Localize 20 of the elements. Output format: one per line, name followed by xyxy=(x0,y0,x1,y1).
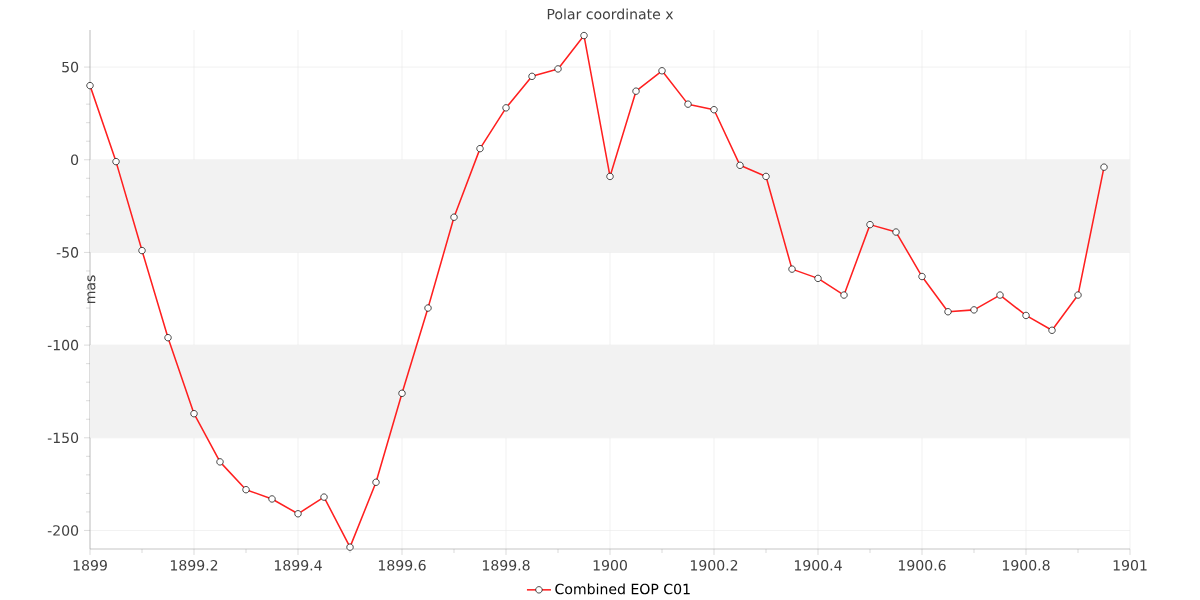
x-tick-label: 1899.2 xyxy=(170,559,218,571)
y-tick-label: -50 xyxy=(56,247,79,258)
y-axis-title: mas xyxy=(87,275,96,304)
y-tick-label: -150 xyxy=(47,432,79,444)
y-tick-label: -200 xyxy=(47,525,79,536)
x-tick-label: 1900.4 xyxy=(794,559,842,571)
x-tick-label: 1900.8 xyxy=(1002,559,1050,571)
x-tick-label: 1899 xyxy=(73,559,107,571)
y-tick-label: 50 xyxy=(62,61,79,73)
x-tick-label: 1901 xyxy=(1113,559,1147,571)
chart-title: Polar coordinate x xyxy=(547,8,674,20)
x-tick-label: 1899.8 xyxy=(482,559,530,571)
y-tick-label: 0 xyxy=(71,154,79,166)
x-tick-label: 1900 xyxy=(593,559,627,571)
legend-label: Combined EOP C01 xyxy=(555,583,690,595)
x-tick-label: 1899.4 xyxy=(274,559,322,571)
x-tick-label: 1899.6 xyxy=(378,559,426,571)
x-tick-label: 1900.6 xyxy=(898,559,946,571)
y-tick-label: -100 xyxy=(47,339,79,351)
x-tick-label: 1900.2 xyxy=(690,559,738,571)
